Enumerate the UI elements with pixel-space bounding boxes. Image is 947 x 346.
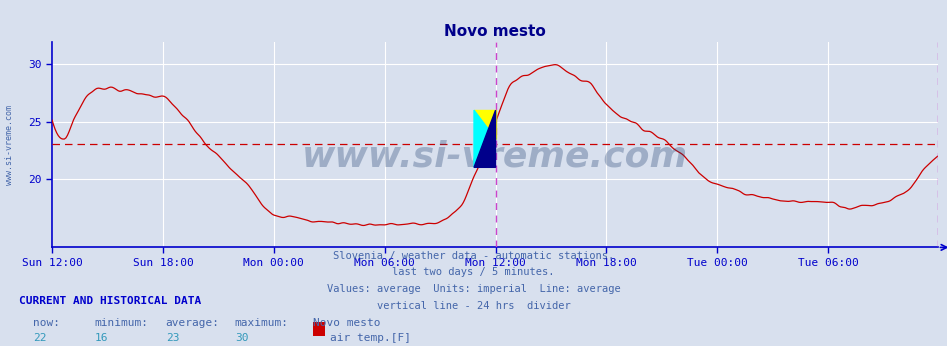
Text: 22: 22: [33, 333, 46, 343]
Text: maximum:: maximum:: [235, 318, 289, 328]
Text: minimum:: minimum:: [95, 318, 149, 328]
Polygon shape: [474, 110, 495, 167]
Text: now:: now:: [33, 318, 61, 328]
Text: 30: 30: [235, 333, 248, 343]
Text: www.si-vreme.com: www.si-vreme.com: [302, 140, 688, 174]
Text: CURRENT AND HISTORICAL DATA: CURRENT AND HISTORICAL DATA: [19, 296, 201, 306]
Text: 16: 16: [95, 333, 108, 343]
Text: Values: average  Units: imperial  Line: average: Values: average Units: imperial Line: av…: [327, 284, 620, 294]
Text: last two days / 5 minutes.: last two days / 5 minutes.: [392, 267, 555, 277]
Polygon shape: [474, 110, 495, 139]
Text: www.si-vreme.com: www.si-vreme.com: [5, 105, 14, 185]
Text: Slovenia / weather data - automatic stations.: Slovenia / weather data - automatic stat…: [333, 251, 614, 261]
Title: Novo mesto: Novo mesto: [444, 24, 545, 39]
Text: 23: 23: [166, 333, 179, 343]
Text: average:: average:: [166, 318, 220, 328]
Text: Novo mesto: Novo mesto: [313, 318, 380, 328]
Polygon shape: [474, 110, 495, 167]
Text: vertical line - 24 hrs  divider: vertical line - 24 hrs divider: [377, 301, 570, 311]
Text: air temp.[F]: air temp.[F]: [330, 333, 411, 343]
